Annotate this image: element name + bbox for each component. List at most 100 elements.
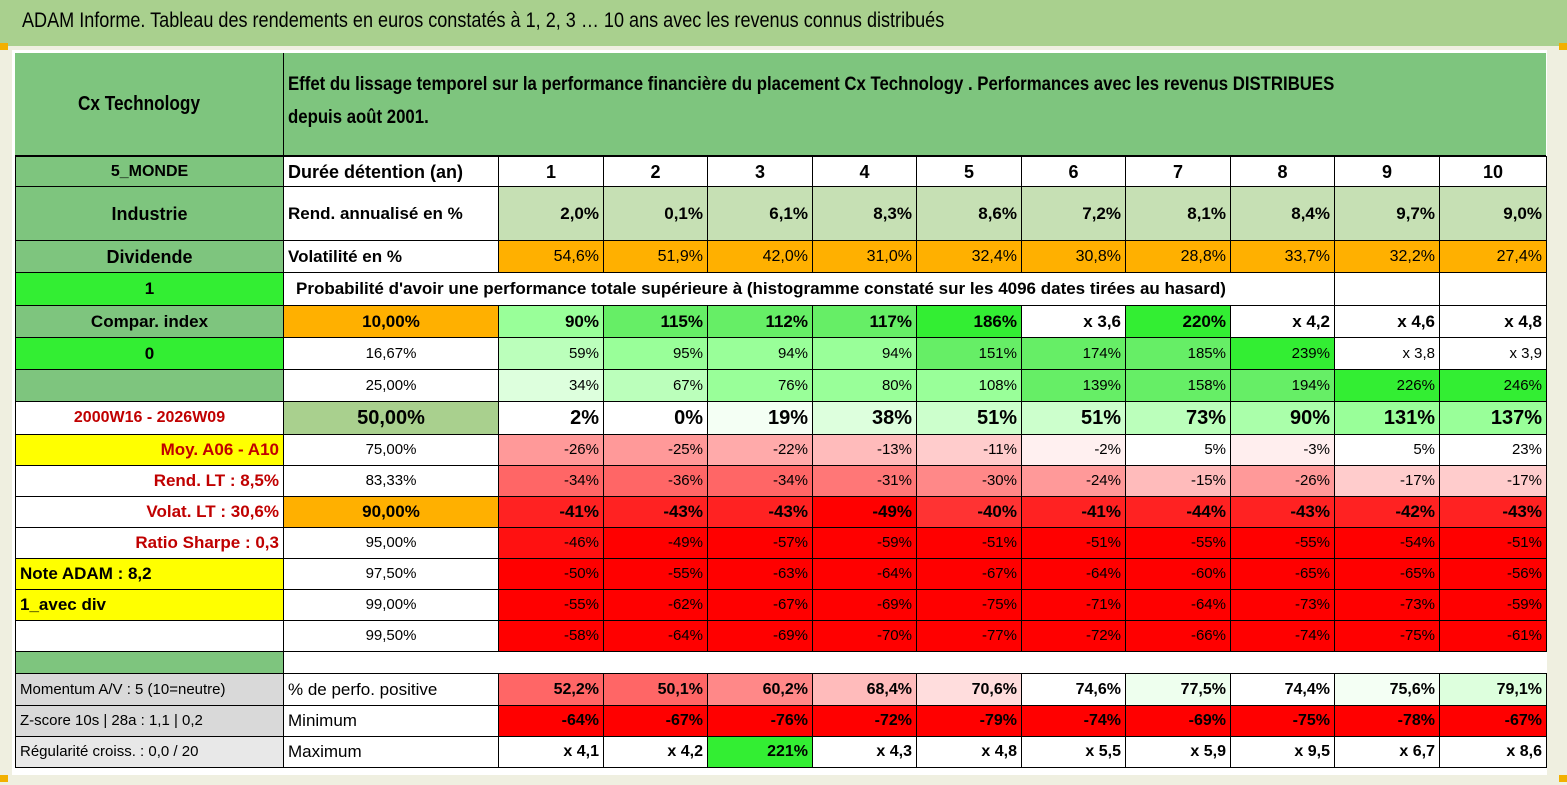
fund-description-line1: Effet du lissage temporel sur la perform…	[288, 73, 1335, 95]
quantile-level: 25,00%	[283, 369, 499, 402]
quantile-value: -59%	[1439, 589, 1547, 621]
quantile-value: -58%	[498, 620, 604, 652]
volatility-value: 42,0%	[707, 240, 813, 273]
quantile-value: 90%	[1230, 401, 1335, 435]
annualized-return-value: 8,4%	[1230, 186, 1335, 241]
quantile-row: Volat. LT : 30,6% 90,00% -41% -43% -43% -49% -…	[15, 496, 1547, 528]
quantile-value: 220%	[1125, 305, 1231, 338]
quantile-level: 95,00%	[283, 527, 499, 559]
quantile-value: -65%	[1230, 558, 1335, 590]
quantile-value: x 3,6	[1021, 305, 1126, 338]
quantile-value: 115%	[603, 305, 708, 338]
quantile-value: 94%	[707, 337, 813, 370]
quantile-value: -57%	[707, 527, 813, 559]
stats-value: -74%	[1021, 705, 1126, 737]
quantile-value: -66%	[1125, 620, 1231, 652]
quantile-value: 186%	[916, 305, 1022, 338]
quantile-value: 131%	[1334, 401, 1440, 435]
fund-description-line2: depuis août 2001.	[288, 106, 429, 128]
empty-cell	[1334, 272, 1440, 306]
quantile-row: 0 16,67% 59% 95% 94% 94% 151% 174% 185% 239% x 3,8…	[15, 337, 1547, 370]
quantile-value: -22%	[707, 434, 813, 466]
quantile-row: 2000W16 - 2026W09 50,00% 2% 0% 19% 38% 51% 51% 7…	[15, 401, 1547, 435]
quantile-value: -36%	[603, 465, 708, 497]
year-header: 4	[812, 156, 917, 187]
stats-value: x 5,9	[1125, 736, 1231, 768]
quantile-value: -69%	[812, 589, 917, 621]
stats-value: x 8,6	[1439, 736, 1547, 768]
annualized-return-value: 8,3%	[812, 186, 917, 241]
quantile-value: -62%	[603, 589, 708, 621]
quantile-value: -72%	[1021, 620, 1126, 652]
row-annualized-return: Industrie Rend. annualisé en % 2,0% 0,1% 6,1…	[15, 186, 1547, 241]
volatility-value: 31,0%	[812, 240, 917, 273]
stats-value: 70,6%	[916, 673, 1022, 706]
quantile-value: 112%	[707, 305, 813, 338]
volatility-value: 32,4%	[916, 240, 1022, 273]
quantile-value: -55%	[1230, 527, 1335, 559]
quantile-value: -25%	[603, 434, 708, 466]
maximum-label: Maximum	[283, 736, 499, 768]
stats-value: 52,2%	[498, 673, 604, 706]
quantile-value: 80%	[812, 369, 917, 402]
quantile-value: -55%	[603, 558, 708, 590]
stats-value: x 4,3	[812, 736, 917, 768]
period-label: 2000W16 - 2026W09	[15, 401, 284, 435]
quantile-value: -55%	[498, 589, 604, 621]
volatility-value: 27,4%	[1439, 240, 1547, 273]
quantile-value: -26%	[1230, 465, 1335, 497]
quantile-level: 97,50%	[283, 558, 499, 590]
quantile-value: 2%	[498, 401, 604, 435]
quantile-value: -77%	[916, 620, 1022, 652]
annualized-return-value: 8,1%	[1125, 186, 1231, 241]
quantile-value: x 4,2	[1230, 305, 1335, 338]
row-volatility: Dividende Volatilité en % 54,6% 51,9% 42,0% 3…	[15, 240, 1547, 273]
z-score-label: Z-score 10s | 28a : 1,1 | 0,2	[15, 705, 284, 737]
year-header: 7	[1125, 156, 1231, 187]
row-spacer	[15, 651, 1547, 674]
quantile-value: -42%	[1334, 496, 1440, 528]
report-title: ADAM Informe. Tableau des rendements en …	[22, 9, 945, 32]
quantile-value: -59%	[812, 527, 917, 559]
quantile-value: -71%	[1021, 589, 1126, 621]
quantile-level: 75,00%	[283, 434, 499, 466]
volatility-value: 32,2%	[1334, 240, 1440, 273]
quantile-row: 25,00% 34% 67% 76% 80% 108% 139% 158% 194% 226% 24…	[15, 369, 1547, 402]
quantile-value: -34%	[707, 465, 813, 497]
quantile-value: x 3,9	[1439, 337, 1547, 370]
quantile-value: -73%	[1230, 589, 1335, 621]
spacer-cell	[15, 651, 284, 674]
sector-label: Industrie	[15, 186, 284, 241]
stats-value: 60,2%	[707, 673, 813, 706]
quantile-value: -49%	[812, 496, 917, 528]
quantile-value: x 4,8	[1439, 305, 1547, 338]
quantile-value: 51%	[1021, 401, 1126, 435]
quantile-value: -11%	[916, 434, 1022, 466]
stats-value: 79,1%	[1439, 673, 1547, 706]
quantile-value: 95%	[603, 337, 708, 370]
quantile-row: Rend. LT : 8,5% 83,33% -34% -36% -34% -31% -30…	[15, 465, 1547, 497]
quantile-value: -17%	[1334, 465, 1440, 497]
fund-description-cell: Effet du lissage temporel sur la perform…	[284, 53, 1546, 155]
quantile-value: -2%	[1021, 434, 1126, 466]
quantile-value: -73%	[1334, 589, 1440, 621]
stats-row: Momentum A/V : 5 (10=neutre)% de perfo. …	[15, 673, 1547, 706]
stats-value: -64%	[498, 705, 604, 737]
stats-value: 75,6%	[1334, 673, 1440, 706]
annualized-return-value: 2,0%	[498, 186, 604, 241]
quantile-value: -43%	[1230, 496, 1335, 528]
stats-value: -67%	[1439, 705, 1547, 737]
year-header: 6	[1021, 156, 1126, 187]
quantile-value: 194%	[1230, 369, 1335, 402]
quantile-level: 90,00%	[283, 496, 499, 528]
quantile-value: -55%	[1125, 527, 1231, 559]
quantile-value: -50%	[498, 558, 604, 590]
quantile-value: -51%	[1021, 527, 1126, 559]
quantile-level: 50,00%	[283, 401, 499, 435]
year-header: 2	[603, 156, 708, 187]
quantile-row: Ratio Sharpe : 0,3 95,00% -46% -49% -57% -59%…	[15, 527, 1547, 559]
empty-cell	[1439, 272, 1547, 306]
annualized-return-value: 9,0%	[1439, 186, 1547, 241]
quantile-value: 246%	[1439, 369, 1547, 402]
stats-value: -72%	[812, 705, 917, 737]
